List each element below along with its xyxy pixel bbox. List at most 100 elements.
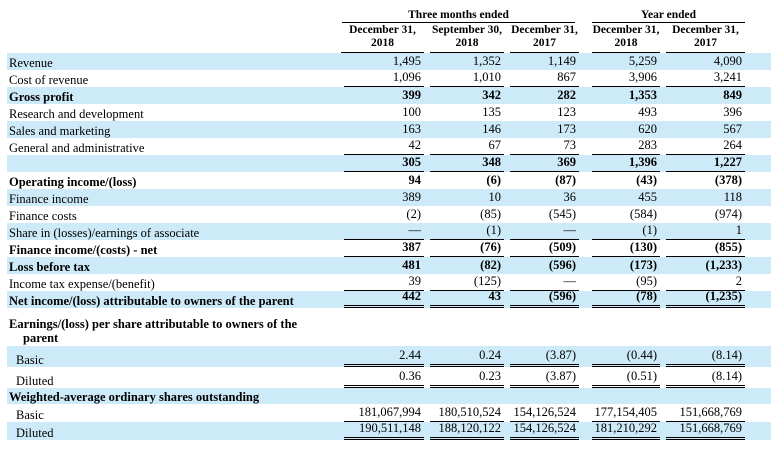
table-row: Sales and marketing 163 146 173 620 567 <box>7 121 771 138</box>
row-label: Weighted-average ordinary shares outstan… <box>9 390 260 404</box>
row-label: Diluted <box>16 374 54 388</box>
table-row: Basic 181,067,994 180,510,524 154,126,524 17… <box>7 404 771 422</box>
cell-value: 0.36 <box>338 367 424 388</box>
cell-value <box>660 388 771 404</box>
cell-value: 73 <box>504 138 579 155</box>
row-label: Net income/(loss) attributable to owners… <box>9 294 294 308</box>
column-header-dec-31-2018-y: December 31, 2018 <box>579 23 660 53</box>
cell-value <box>579 308 660 317</box>
cell-value: 1,353 <box>628 88 657 102</box>
table-row: Loss before tax 481 (82) (596) (173) (1,233) <box>7 257 771 274</box>
cell-value: 389 <box>402 190 421 204</box>
cell-value: 42 <box>338 138 424 155</box>
group-header-year-ended: Year ended <box>592 8 745 23</box>
table-row: Finance costs (2) (85) (545) (584) (974) <box>7 206 771 223</box>
cell-value: (1,235) <box>660 289 771 308</box>
cell-value: 180,510,524 <box>424 404 504 422</box>
cell-value: (545) <box>548 207 576 221</box>
cell-value: (378) <box>714 173 742 187</box>
column-header-sep-30-2018-q: September 30, 2018 <box>424 23 504 53</box>
row-label: Gross profit <box>9 90 74 104</box>
cell-value <box>504 308 579 317</box>
row-label: Income tax expense/(benefit) <box>9 277 155 291</box>
cell-value: 5,259 <box>628 54 657 68</box>
cell-value <box>424 388 504 404</box>
label-column-header <box>7 8 338 23</box>
column-header-dec-31-2018-q: December 31, 2018 <box>338 23 424 53</box>
column-header-line1: December 31, <box>511 24 578 36</box>
cell-value: (173) <box>629 258 657 272</box>
table-row: Net income/(loss) attributable to owners… <box>7 289 771 308</box>
column-header-line1: December 31, <box>672 24 739 36</box>
cell-value: 348 <box>424 155 504 172</box>
row-label: Diluted <box>16 426 54 440</box>
cell-value: (1) <box>424 223 504 240</box>
cell-value <box>424 317 504 346</box>
cell-value: 0.24 <box>424 346 504 367</box>
cell-value: 4,090 <box>713 54 742 68</box>
cell-value: (125) <box>424 274 504 291</box>
row-label <box>7 155 338 172</box>
table-row: Earnings/(loss) per share attributable t… <box>7 317 771 346</box>
cell-value: (78) <box>579 289 660 308</box>
cell-value: 493 <box>638 105 657 119</box>
cell-value: (8.14) <box>660 367 771 388</box>
cell-value: 181,210,292 <box>579 421 660 440</box>
cell-value: 399 <box>402 88 421 102</box>
table-row: Gross profit 399 342 282 1,353 849 <box>7 87 771 104</box>
cell-value: 3,241 <box>660 70 771 87</box>
cell-value <box>579 388 660 404</box>
cell-value: 867 <box>504 70 579 87</box>
table-header: Three months ended Year ended December 3… <box>7 8 771 53</box>
cell-value: (6) <box>486 173 501 187</box>
cell-value: 43 <box>424 289 504 308</box>
column-header-dec-31-2017-y: December 31, 2017 <box>660 23 771 53</box>
cell-value: (87) <box>555 173 576 187</box>
table-row: Share in (losses)/earnings of associate —… <box>7 223 771 240</box>
column-header-line1: December 31, <box>592 24 660 36</box>
cell-value <box>504 388 579 404</box>
cell-value: 455 <box>638 190 657 204</box>
row-label: Revenue <box>9 56 53 70</box>
cell-value: (2) <box>406 207 421 221</box>
cell-value: 2.44 <box>338 346 424 367</box>
row-label <box>7 308 338 317</box>
cell-value: (596) <box>504 289 579 308</box>
column-header-line2: 2017 <box>694 37 717 49</box>
cell-value: 36 <box>563 190 577 204</box>
table-row: Cost of revenue 1,096 1,010 867 3,906 3,241 <box>7 70 771 87</box>
cell-value: 100 <box>402 105 421 119</box>
table-row: Revenue 1,495 1,352 1,149 5,259 4,090 <box>7 53 771 70</box>
cell-value: 2 <box>660 274 771 291</box>
cell-value <box>660 308 771 317</box>
row-label: Finance income <box>9 192 89 206</box>
cell-value: (43) <box>636 173 657 187</box>
cell-value: 1,495 <box>392 54 421 68</box>
row-label: Research and development <box>9 107 144 121</box>
column-header-line2: 2017 <box>533 37 556 49</box>
column-header-dec-31-2017-q: December 31, 2017 <box>504 23 579 53</box>
row-label: Basic <box>16 353 44 367</box>
cell-value: 567 <box>723 122 742 136</box>
cell-value: 190,511,148 <box>338 421 424 440</box>
cell-value: 387 <box>338 240 424 257</box>
group-header-row: Three months ended Year ended <box>7 8 771 23</box>
cell-value: 1,010 <box>424 70 504 87</box>
cell-value: 173 <box>557 122 576 136</box>
cell-value: 1,227 <box>660 155 771 172</box>
cell-value: (95) <box>579 274 660 291</box>
cell-value: 1,396 <box>579 155 660 172</box>
cell-value: 849 <box>723 88 742 102</box>
cell-value: 181,067,994 <box>338 404 424 422</box>
cell-value: 151,668,769 <box>660 404 771 422</box>
row-label: Basic <box>16 408 44 422</box>
cell-value <box>338 317 424 346</box>
column-header-line2: 2018 <box>614 37 638 49</box>
cell-value: 1 <box>660 223 771 240</box>
cell-value: 264 <box>660 138 771 155</box>
row-label: Sales and marketing <box>9 124 111 138</box>
cell-value: 135 <box>482 105 501 119</box>
cell-value <box>338 308 424 317</box>
cell-value: 396 <box>723 105 742 119</box>
column-header-line1: December 31, <box>349 24 416 36</box>
